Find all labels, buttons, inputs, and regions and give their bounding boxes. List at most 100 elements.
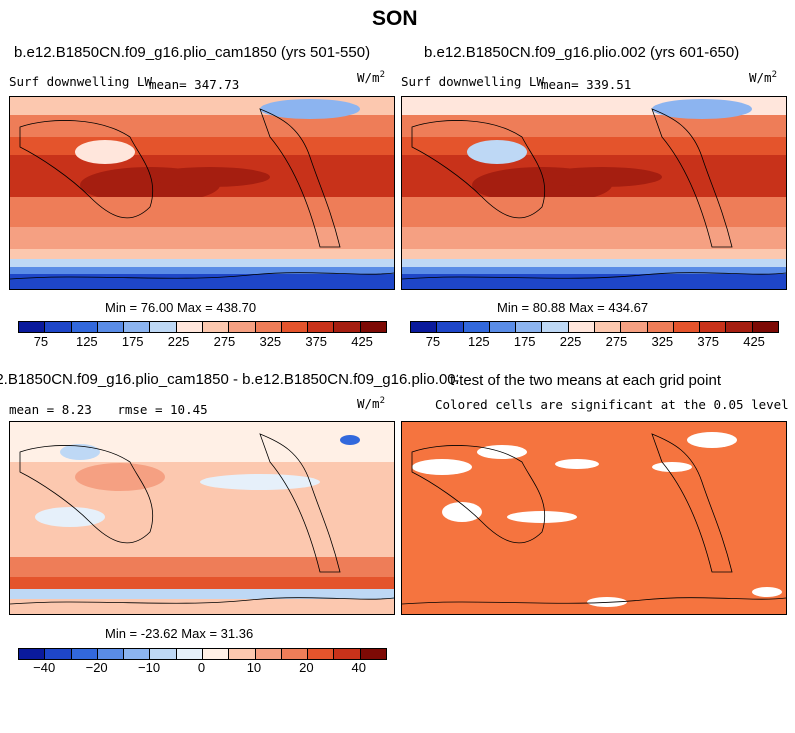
- panel3-minmax: Min = -23.62 Max = 31.36: [105, 626, 253, 641]
- colorbar-tick-label: 175: [121, 334, 144, 349]
- panel1-band-south-mid: [10, 227, 394, 249]
- panel3-coast-antarctica: [10, 597, 394, 605]
- panel3-map: [9, 421, 395, 615]
- panel2-max-value: 434.67: [608, 300, 649, 315]
- panel3-colorbar-ticks: −40 −20 −10 0 10 20 40: [18, 660, 385, 675]
- panel2-band-south-sub: [402, 197, 786, 227]
- panel4-nonsig-i: [752, 587, 782, 597]
- colorbar-swatch: [360, 322, 386, 332]
- panel1-title: b.e12.B1850CN.f09_g16.plio_cam1850 (yrs …: [14, 44, 371, 61]
- panel2-band-southern-cold: [402, 259, 786, 267]
- panel3-band-southern-warmer: [10, 577, 394, 589]
- colorbar-swatch: [150, 649, 177, 659]
- panel1-tibet-cold: [75, 140, 135, 164]
- colorbar-swatch: [97, 649, 125, 659]
- panel2-colorbar: [410, 321, 779, 333]
- panel2-max-label: Max =: [568, 300, 605, 315]
- panel2-map-svg: [402, 97, 786, 289]
- panel2-greenland-cold: [652, 99, 752, 119]
- panel2-tibet-cold: [467, 140, 527, 164]
- panel2-coast-eurasia: [411, 120, 546, 219]
- panel2-min-label: Min =: [497, 300, 530, 315]
- panel1-band-south-sub: [10, 197, 394, 227]
- panel4-coast-eurasia: [411, 445, 546, 544]
- panel1-band-southern-cold: [10, 259, 394, 267]
- colorbar-tick-label: −10: [138, 660, 161, 675]
- panel3-min-value: -23.62: [140, 626, 178, 641]
- panel3-title-clip: b.e12.B1850CN.f09_g16.plio_cam1850 - b.e…: [0, 371, 458, 393]
- colorbar-tick-label: −20: [85, 660, 108, 675]
- panel1-coast-americas: [259, 108, 341, 248]
- colorbar-swatch: [229, 322, 256, 332]
- colorbar-swatch: [360, 649, 386, 659]
- panel2-minmax: Min = 80.88 Max = 434.67: [497, 300, 648, 315]
- colorbar-tick-label: 275: [213, 334, 236, 349]
- colorbar-tick-label: 325: [259, 334, 282, 349]
- colorbar-swatch: [411, 322, 438, 332]
- panel2-colorbar-ticks: 75 125 175 225 275 325 375 425: [410, 334, 777, 349]
- panel1-greenland-cold: [260, 99, 360, 119]
- colorbar-swatch: [19, 649, 46, 659]
- panel2-coast-americas: [651, 108, 733, 248]
- colorbar-swatch: [542, 322, 569, 332]
- panel3-title: b.e12.B1850CN.f09_g16.plio_cam1850 - b.e…: [0, 371, 458, 388]
- panel4-subtitle: Colored cells are significant at the 0.0…: [435, 397, 789, 412]
- panel1-variable: Surf downwelling LW: [9, 74, 152, 89]
- panel1-units: W/m2: [357, 70, 385, 85]
- panel1-minmax: Min = 76.00 Max = 438.70: [105, 300, 256, 315]
- colorbar-swatch: [124, 649, 151, 659]
- panel3-colorbar: [18, 648, 387, 660]
- panel3-rmse-value: 10.45: [170, 402, 208, 417]
- colorbar-tick-label: 75: [33, 334, 49, 349]
- panel2-title: b.e12.B1850CN.f09_g16.plio.002 (yrs 601-…: [424, 44, 740, 61]
- panel3-cool-patch-a: [60, 444, 100, 460]
- panel4-nonsig-a: [412, 459, 472, 475]
- panel1-band-north-mid: [10, 115, 394, 137]
- panel4-nonsig-d: [507, 511, 577, 523]
- panel4-title: t-test of the two means at each grid poi…: [450, 372, 721, 389]
- panel2-coast-antarctica: [402, 272, 786, 280]
- colorbar-swatch: [124, 322, 151, 332]
- panel2-mean: mean= 339.51: [541, 77, 631, 92]
- colorbar-swatch: [229, 649, 256, 659]
- colorbar-swatch: [437, 322, 464, 332]
- panel3-mean-value: 8.23: [61, 402, 92, 417]
- colorbar-swatch: [700, 322, 727, 332]
- panel1-coast-antarctica: [10, 272, 394, 280]
- colorbar-swatch: [176, 649, 203, 659]
- panel3-pacific-cool: [200, 474, 320, 490]
- panel1-map-svg: [10, 97, 394, 289]
- colorbar-tick-label: 125: [467, 334, 490, 349]
- panel3-units-base: W/m: [357, 396, 380, 412]
- colorbar-swatch: [71, 649, 98, 659]
- panel2-variable: Surf downwelling LW: [401, 74, 544, 89]
- colorbar-swatch: [594, 322, 622, 332]
- panel3-band-southern-warm: [10, 557, 394, 577]
- panel3-max-label: Max =: [181, 626, 218, 641]
- panel3-map-svg: [10, 422, 394, 614]
- panel1-band-south-ocean: [10, 249, 394, 259]
- colorbar-tick-label: −40: [33, 660, 56, 675]
- panel3-indian-cool: [35, 507, 105, 527]
- panel3-max-value: 31.36: [220, 626, 254, 641]
- panel4-nonsig-g: [652, 462, 692, 472]
- panel1-units-exp: 2: [379, 70, 385, 80]
- panel4-coast-antarctica: [402, 597, 786, 605]
- panel4-map: [401, 421, 787, 615]
- colorbar-swatch: [334, 322, 361, 332]
- panel2-min-value: 80.88: [532, 300, 566, 315]
- colorbar-swatch: [176, 322, 203, 332]
- colorbar-swatch: [281, 649, 309, 659]
- colorbar-swatch: [308, 322, 335, 332]
- panel4-nonsig-e: [555, 459, 599, 469]
- panel2-warm-pacific: [542, 167, 662, 187]
- panel4-nonsig-c: [442, 502, 482, 522]
- panel4-map-svg: [402, 422, 786, 614]
- colorbar-tick-label: 75: [425, 334, 441, 349]
- panel1-mean: mean= 347.73: [149, 77, 239, 92]
- panel1-min-label: Min =: [105, 300, 138, 315]
- colorbar-tick-label: 325: [651, 334, 674, 349]
- panel3-asia-warm: [75, 463, 165, 491]
- panel3-rmse-label: rmse =: [117, 402, 163, 417]
- panel2-units-exp: 2: [771, 70, 777, 80]
